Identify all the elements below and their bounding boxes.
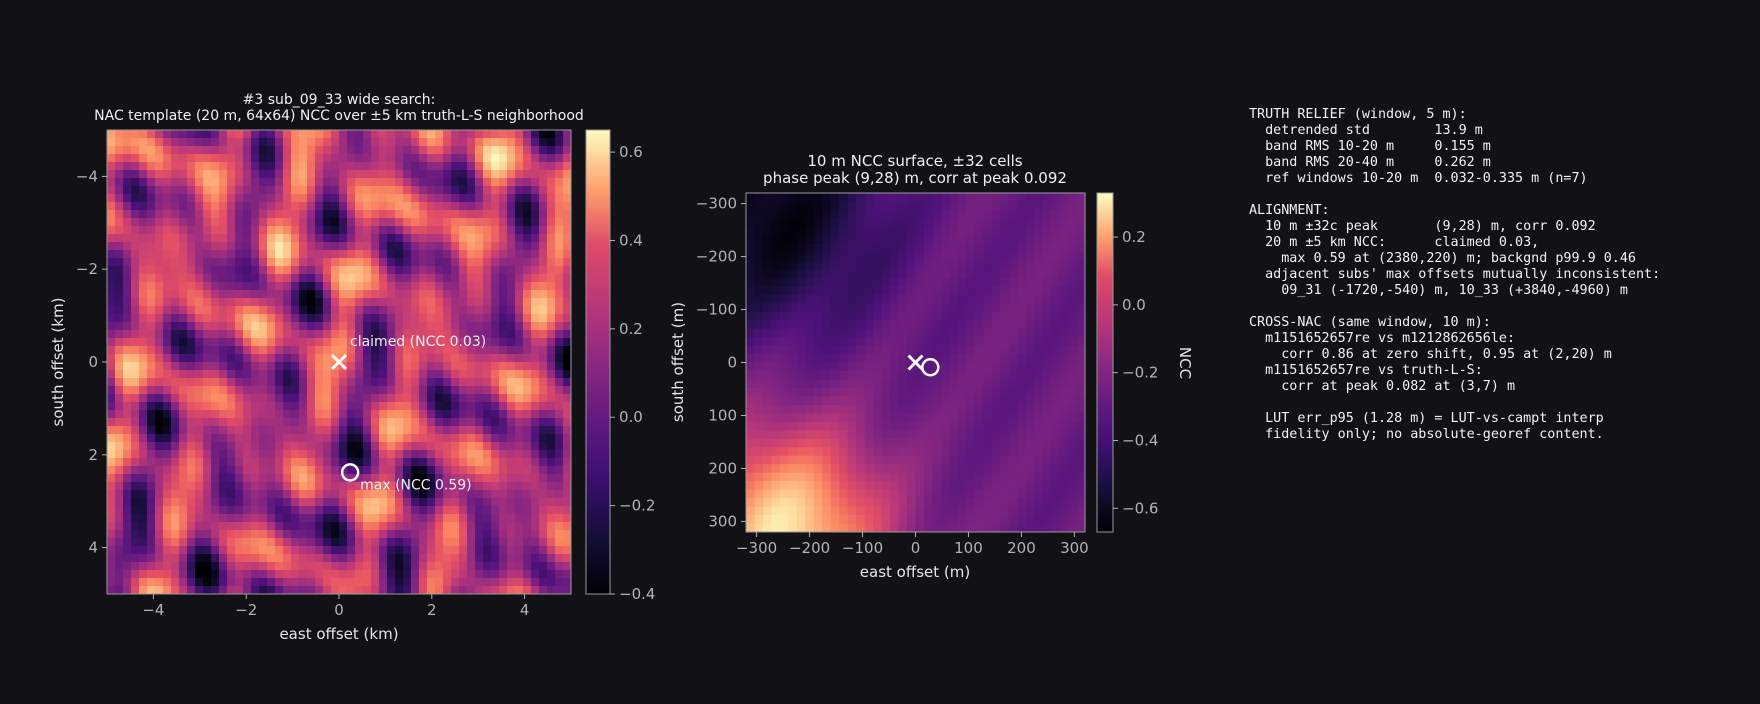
panel1-title-line2: NAC template (20 m, 64x64) NCC over ±5 k… xyxy=(94,108,584,124)
colorbar-tick-label: 0.0 xyxy=(619,408,643,426)
colorbar-2 xyxy=(1096,192,1114,533)
plot2-axes: −300 −200 −100 0 100 200 300 −300 −200 −100 0 100 20… xyxy=(696,195,1089,557)
colorbar-2-axis: −0.6 −0.4 −0.2 0.0 0.2 xyxy=(1113,228,1158,517)
y-tick-label: 0 xyxy=(727,354,737,372)
colorbar-tick-label: 0.2 xyxy=(619,320,643,338)
x-tick-label: −100 xyxy=(842,539,883,557)
max-marker xyxy=(340,463,360,482)
x-tick-label: 2 xyxy=(427,601,437,619)
colorbar-tick-label: −0.2 xyxy=(1122,364,1158,382)
panel1-title-line1: #3 sub_09_33 wide search: xyxy=(243,92,436,108)
colorbar-1-axis: −0.4 −0.2 0.0 0.2 0.4 0.6 xyxy=(610,143,655,603)
colorbar-2-label: NCC xyxy=(1176,347,1194,379)
x-tick-label: 300 xyxy=(1060,539,1089,557)
y-tick-label: −200 xyxy=(696,248,737,266)
claimed-label: claimed (NCC 0.03) xyxy=(350,334,486,350)
panel2-title-line1: 10 m NCC surface, ±32 cells xyxy=(807,152,1022,170)
claimed-marker xyxy=(330,353,348,371)
x-tick-label: 0 xyxy=(334,601,344,619)
plot1-markers: claimed (NCC 0.03) max (NCC 0.59) xyxy=(330,334,486,493)
x-tick-label: 200 xyxy=(1007,539,1036,557)
x-tick-label: 4 xyxy=(520,601,530,619)
x-tick-label: 100 xyxy=(954,539,983,557)
x-tick-label: −2 xyxy=(235,601,257,619)
colorbar-tick-label: −0.6 xyxy=(1122,499,1158,517)
y-tick-label: −300 xyxy=(696,195,737,213)
y-tick-label: 100 xyxy=(708,406,737,424)
colorbar-tick-label: −0.2 xyxy=(619,497,655,515)
y-tick-label: 0 xyxy=(88,353,98,371)
plot2-markers xyxy=(907,354,940,377)
heatmap-1 xyxy=(107,130,571,594)
y-tick-label: −2 xyxy=(76,260,98,278)
x-tick-label: −300 xyxy=(736,539,777,557)
plot1-ylabel: south offset (km) xyxy=(49,298,67,427)
y-tick-label: 200 xyxy=(708,459,737,477)
x-tick-label: −4 xyxy=(142,601,164,619)
max-label: max (NCC 0.59) xyxy=(360,477,472,493)
x-tick-label: −200 xyxy=(789,539,830,557)
colorbar-1 xyxy=(585,129,611,595)
colorbar-tick-label: 0.0 xyxy=(1122,296,1146,314)
plot2-xlabel: east offset (m) xyxy=(860,563,970,581)
panel2-title-line2: phase peak (9,28) m, corr at peak 0.092 xyxy=(763,169,1067,187)
y-tick-label: −4 xyxy=(76,167,98,185)
y-tick-label: 300 xyxy=(708,512,737,530)
y-tick-label: −100 xyxy=(696,301,737,319)
colorbar-tick-label: −0.4 xyxy=(1122,431,1158,449)
max-marker xyxy=(921,358,940,377)
plot2-ylabel: south offset (m) xyxy=(669,302,687,422)
colorbar-tick-label: 0.2 xyxy=(1122,228,1146,246)
colorbar-tick-label: 0.4 xyxy=(619,231,643,249)
panel-ncc-surface: 10 m NCC surface, ±32 cells phase peak (… xyxy=(669,152,1194,581)
y-tick-label: 2 xyxy=(88,446,98,464)
plot1-axes: −4 −2 0 2 4 −4 −2 0 2 4 xyxy=(76,167,529,619)
colorbar-tick-label: 0.6 xyxy=(619,143,643,161)
x-tick-label: 0 xyxy=(911,539,921,557)
analysis-notes: TRUTH RELIEF (window, 5 m): detrended st… xyxy=(1249,107,1661,442)
colorbar-tick-label: −0.4 xyxy=(619,585,655,603)
plot1-xlabel: east offset (km) xyxy=(279,625,398,643)
y-tick-label: 4 xyxy=(88,539,98,557)
claimed-marker xyxy=(907,354,924,371)
panel-wide-search: #3 sub_09_33 wide search: NAC template (… xyxy=(49,92,655,643)
